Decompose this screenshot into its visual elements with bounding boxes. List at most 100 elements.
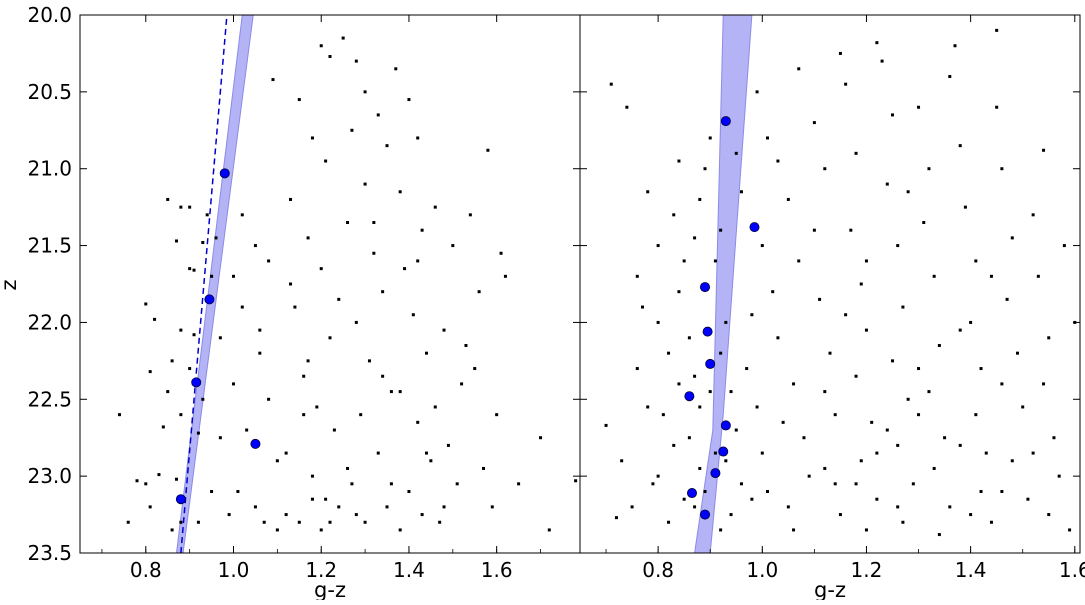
x-axis-label: g-z <box>814 578 846 600</box>
scatter-point <box>192 268 196 272</box>
scatter-point <box>1042 382 1046 386</box>
x-tick-label: 1.2 <box>305 558 337 582</box>
highlight-point <box>749 222 760 233</box>
scatter-point <box>979 367 983 371</box>
scatter-point <box>844 82 848 86</box>
scatter-point <box>201 240 205 244</box>
x-tick-label: 0.8 <box>642 558 674 582</box>
scatter-point <box>786 197 790 201</box>
scatter-point <box>750 313 754 317</box>
scatter-point <box>901 305 905 309</box>
scatter-point <box>995 28 999 32</box>
scatter-point <box>319 267 323 271</box>
scatter-point <box>849 228 853 232</box>
scatter-point <box>667 351 671 355</box>
y-tick-label: 20.0 <box>27 3 72 27</box>
scatter-point <box>267 397 271 401</box>
scatter-point <box>864 328 868 332</box>
scatter-point <box>656 244 660 248</box>
scatter-point <box>196 431 200 435</box>
scatter-point <box>420 228 424 232</box>
scatter-point <box>262 520 266 524</box>
scatter-point <box>776 159 780 163</box>
scatter-point <box>896 443 900 447</box>
scatter-point <box>781 420 785 424</box>
scatter-point <box>367 359 371 363</box>
scatter-point <box>429 459 433 463</box>
x-axis-label: g-z <box>314 578 346 600</box>
scatter-point <box>495 413 499 417</box>
scatter-point <box>760 244 764 248</box>
scatter-point <box>350 128 354 132</box>
scatter-point <box>812 228 816 232</box>
scatter-point <box>210 274 214 278</box>
x-tick-label: 1.6 <box>481 558 513 582</box>
plot-area <box>604 15 1077 553</box>
scatter-point <box>236 490 240 494</box>
scatter-point <box>630 505 634 509</box>
scatter-point <box>442 328 446 332</box>
scatter-point <box>179 413 183 417</box>
scatter-point <box>424 451 428 455</box>
y-tick-label: 22.5 <box>27 387 72 411</box>
scatter-point <box>755 405 759 409</box>
scatter-point <box>719 528 723 532</box>
x-tick-label: 1.4 <box>955 558 987 582</box>
plot-frame <box>579 14 1081 554</box>
scatter-point <box>823 390 827 394</box>
scatter-point <box>958 443 962 447</box>
scatter-point <box>948 505 952 509</box>
scatter-point <box>896 244 900 248</box>
scatter-point <box>403 267 407 271</box>
scatter-point <box>258 351 262 355</box>
scatter-point <box>170 359 174 363</box>
highlight-point <box>720 116 731 127</box>
scatter-point <box>275 459 279 463</box>
scatter-point <box>166 197 170 201</box>
scatter-point <box>693 236 697 240</box>
scatter-point <box>271 78 275 82</box>
scatter-point <box>635 367 639 371</box>
scatter-point <box>833 482 837 486</box>
scatter-point <box>864 528 868 532</box>
scatter-point <box>713 259 717 263</box>
scatter-point <box>1036 274 1040 278</box>
scatter-point <box>166 390 170 394</box>
scatter-point <box>302 374 306 378</box>
scatter-point <box>687 436 691 440</box>
scatter-point <box>943 436 947 440</box>
scatter-point <box>363 182 367 186</box>
scatter-point <box>372 221 376 225</box>
scatter-point <box>906 190 910 194</box>
scatter-point <box>210 490 214 494</box>
scatter-point <box>974 413 978 417</box>
scatter-point <box>1016 351 1019 355</box>
scatter-point <box>126 520 130 524</box>
scatter-point <box>407 490 411 494</box>
scatter-point <box>719 351 723 355</box>
scatter-point <box>885 428 889 432</box>
scatter-point <box>729 513 733 517</box>
scatter-point <box>398 390 402 394</box>
scatter-point <box>838 513 842 517</box>
fit-band <box>175 15 254 553</box>
scatter-point <box>682 259 686 263</box>
scatter-point <box>232 382 236 386</box>
scatter-point <box>917 105 921 109</box>
scatter-point <box>713 451 717 455</box>
scatter-point <box>188 367 192 371</box>
scatter-point <box>922 221 926 225</box>
scatter-point <box>381 374 385 378</box>
scatter-point <box>346 466 350 470</box>
scatter-point <box>1047 513 1051 517</box>
scatter-point <box>306 236 310 240</box>
scatter-point <box>911 482 915 486</box>
scatter-point <box>734 151 738 155</box>
scatter-point <box>332 428 336 432</box>
scatter-point <box>698 197 702 201</box>
scatter-point <box>906 397 910 401</box>
scatter-point <box>1057 474 1061 478</box>
scatter-point <box>656 474 660 478</box>
scatter-point <box>677 159 681 163</box>
